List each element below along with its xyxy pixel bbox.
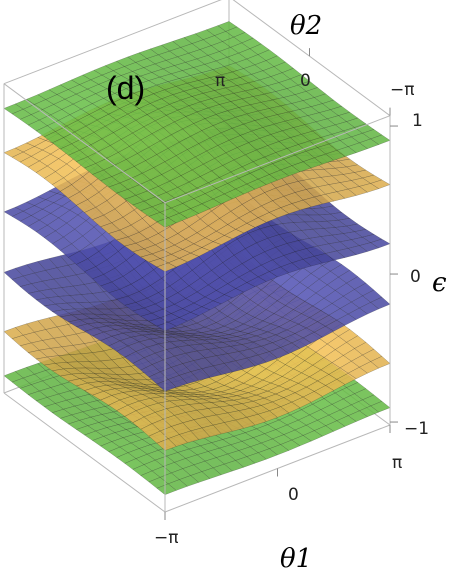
surface-patch xyxy=(313,93,335,104)
surface-patch xyxy=(249,43,270,55)
surface-patch xyxy=(354,282,375,297)
theta1-tick-pi: π xyxy=(392,453,402,473)
box-edge-left-floor xyxy=(3,392,166,513)
surface-patch xyxy=(305,87,327,98)
surface-patch xyxy=(281,68,302,80)
surface-patch xyxy=(329,264,351,278)
surface-patch xyxy=(353,169,375,179)
epsilon-tick-one: 1 xyxy=(412,111,423,131)
surface-patch xyxy=(362,129,383,140)
theta2-tick-pi: π xyxy=(215,71,225,91)
surface-patch xyxy=(338,329,359,343)
box-edge-front-top xyxy=(164,115,391,204)
surface-patch xyxy=(346,276,367,290)
axis-ticks xyxy=(164,48,398,520)
epsilon-tick-zero: 0 xyxy=(410,267,421,287)
surface-patch xyxy=(370,401,391,413)
surface-patch xyxy=(354,123,375,134)
surface-patch xyxy=(370,134,391,145)
theta2-tick-zero: 0 xyxy=(300,71,311,91)
surface-patch xyxy=(370,296,391,310)
theta1-tick-zero: 0 xyxy=(288,485,299,505)
surface-patch xyxy=(353,229,375,238)
surfaces-layer xyxy=(3,21,391,495)
theta1-axis-title: θ1 xyxy=(280,544,312,574)
panel-label: (d) xyxy=(106,70,145,106)
epsilon-axis-title: ϵ xyxy=(432,268,447,298)
surface-patch xyxy=(329,105,351,116)
box-edge-back-top xyxy=(3,0,222,85)
surface-patch xyxy=(362,394,383,407)
surface-patch xyxy=(337,158,359,168)
box-edge-left-top xyxy=(3,83,166,204)
surface-patch xyxy=(337,218,359,227)
theta2-axis-title: θ2 xyxy=(290,11,322,41)
surface-patch xyxy=(370,179,391,189)
surface-patch xyxy=(337,111,359,122)
surface-patch xyxy=(257,49,278,61)
surface-patch xyxy=(362,348,383,362)
theta1-tick-minus-pi: −π xyxy=(154,528,178,548)
surface-patch xyxy=(346,117,367,128)
surface-patch xyxy=(354,341,375,356)
surface-patch xyxy=(370,238,391,249)
surface-patch xyxy=(370,356,391,369)
epsilon-tick-minus-one: −1 xyxy=(404,419,429,439)
theta2-tick-minus-pi: −π xyxy=(390,80,414,100)
surface-band-6 xyxy=(3,21,391,228)
